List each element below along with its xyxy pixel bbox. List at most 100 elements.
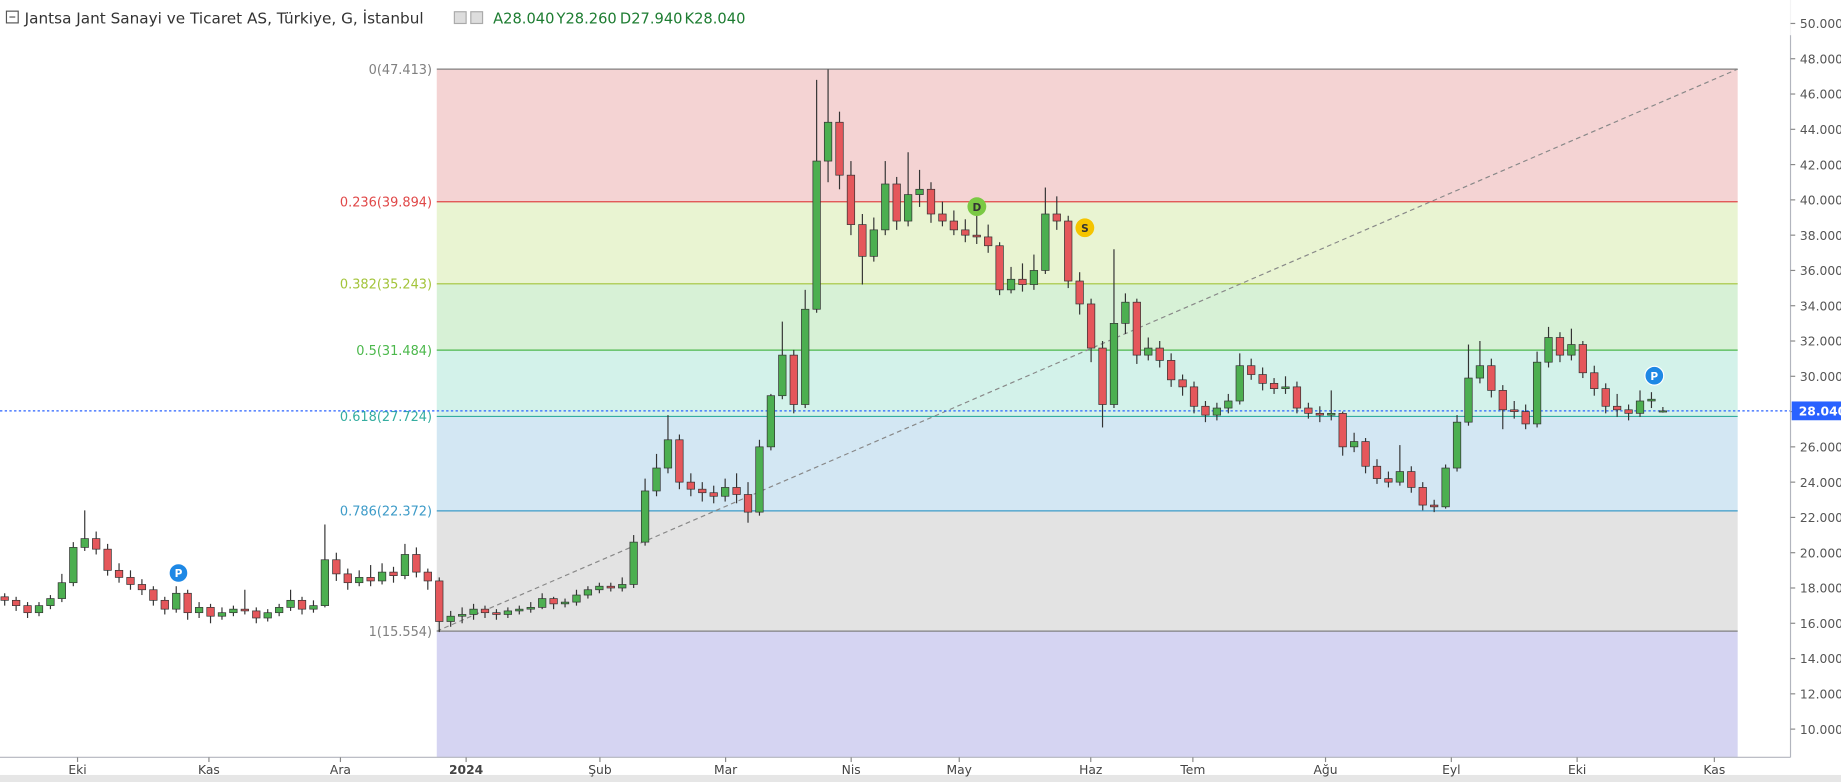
last-price-label: 28.040 xyxy=(1799,405,1841,419)
x-tick-label: Eyl xyxy=(1442,763,1460,777)
candle-body xyxy=(972,234,981,238)
y-tick-label: 16.000 xyxy=(1800,617,1841,631)
candle-body xyxy=(1407,471,1416,488)
y-tick-label: 32.000 xyxy=(1800,335,1841,349)
candle-body xyxy=(252,610,261,619)
fib-level-label: 0.618(27.724) xyxy=(340,410,432,425)
candle-body xyxy=(1544,337,1553,363)
y-tick-label: 40.000 xyxy=(1800,194,1841,208)
last-price-tag xyxy=(1791,401,1841,421)
y-tick-label: 48.000 xyxy=(1800,52,1841,66)
candle-body xyxy=(1521,411,1530,425)
eye-button[interactable] xyxy=(453,11,467,25)
candle-body xyxy=(1578,344,1587,374)
x-tick-label: Kas xyxy=(1703,763,1725,777)
y-tick-label: 50.000 xyxy=(1800,17,1841,31)
candle-body xyxy=(595,585,604,591)
candle-body xyxy=(1601,388,1610,407)
candle-body xyxy=(1475,365,1485,379)
fib-level-label: 0.5(31.484) xyxy=(356,344,432,359)
candle-body xyxy=(984,236,993,247)
candle-body xyxy=(881,183,890,231)
candle-body xyxy=(1372,465,1382,479)
collapse-button[interactable] xyxy=(5,10,19,24)
high-label: Y28.260 xyxy=(556,10,617,27)
candle-body xyxy=(801,308,810,405)
candle-body xyxy=(343,573,352,584)
x-tick-label: Eki xyxy=(1568,763,1586,777)
candle-body xyxy=(835,121,844,176)
candle-body xyxy=(92,538,101,550)
candle-body xyxy=(949,220,958,231)
close-label: K28.040 xyxy=(685,10,746,27)
x-tick-label: Şub xyxy=(588,763,612,777)
candle-body xyxy=(435,580,444,622)
candle-body xyxy=(869,229,878,257)
scroll-strip xyxy=(0,774,1841,782)
candle-body xyxy=(1510,409,1519,412)
candle-body xyxy=(1235,365,1244,402)
candle-body xyxy=(0,596,9,601)
fib-band xyxy=(436,350,1738,417)
candle-body xyxy=(1018,278,1027,285)
candle-body xyxy=(1064,220,1073,282)
candle-body xyxy=(423,571,432,582)
candle-body xyxy=(721,487,730,497)
candle-body xyxy=(160,599,169,610)
candle-body xyxy=(652,467,661,492)
candle-body xyxy=(1098,347,1107,405)
y-tick-label: 42.000 xyxy=(1800,158,1841,172)
candle-body xyxy=(686,481,695,490)
y-tick-label: 10.000 xyxy=(1800,723,1841,737)
y-tick-label: 14.000 xyxy=(1800,652,1841,666)
candle-body xyxy=(1327,412,1336,416)
settings-button[interactable] xyxy=(470,11,484,25)
event-marker xyxy=(1644,365,1665,386)
candle-body xyxy=(355,577,364,584)
candle-body xyxy=(538,598,547,608)
candle-body xyxy=(1178,379,1187,388)
event-marker-label: D xyxy=(972,202,981,214)
y-tick-label: 36.000 xyxy=(1800,264,1841,278)
candle-body xyxy=(1418,487,1427,506)
plot-area: 0(47.413) 0.236(39.894) 0.382(35.243) 0.5(3… xyxy=(0,63,1791,758)
y-tick-label: 46.000 xyxy=(1800,88,1841,102)
fib-band xyxy=(436,69,1738,202)
candle-body xyxy=(1121,301,1130,324)
candle-body xyxy=(34,605,44,614)
candle-body xyxy=(640,490,650,543)
fib-level-label: 1(15.554) xyxy=(369,625,432,640)
candle-body xyxy=(503,610,512,615)
candle-body xyxy=(275,607,284,614)
fib-band xyxy=(436,201,1738,284)
candle-body xyxy=(732,487,741,495)
candle-body xyxy=(1052,213,1061,222)
candle-body xyxy=(1635,400,1645,414)
candle-body xyxy=(194,607,204,614)
y-tick-label: 30.000 xyxy=(1800,370,1841,384)
candle-body xyxy=(1430,504,1439,508)
candle-body xyxy=(583,589,593,596)
candle-body xyxy=(846,174,856,225)
candle-body xyxy=(1224,400,1233,409)
candle-body xyxy=(1075,280,1084,305)
y-tick-label: 38.000 xyxy=(1800,229,1841,243)
candle-body xyxy=(755,446,764,513)
event-marker-label: S xyxy=(1081,223,1089,235)
y-tick-label: 44.000 xyxy=(1800,123,1841,137)
candle-body xyxy=(1201,405,1210,416)
candle-body xyxy=(1281,386,1290,389)
x-tick-label: Nis xyxy=(842,763,861,777)
candle-body xyxy=(480,608,490,614)
candle-body xyxy=(663,439,673,469)
candle-body xyxy=(812,160,821,310)
x-tick-label: Ara xyxy=(330,763,351,777)
candle-body xyxy=(12,599,21,606)
candle-body xyxy=(309,605,318,610)
candle-body xyxy=(1132,301,1141,356)
candle-body xyxy=(492,612,501,615)
candle-body xyxy=(1384,478,1393,483)
candle-body xyxy=(263,612,272,619)
candle-body xyxy=(366,577,375,582)
